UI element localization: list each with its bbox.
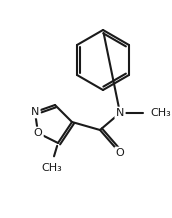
Text: CH₃: CH₃ [150, 108, 171, 118]
Text: CH₃: CH₃ [42, 163, 62, 173]
Text: N: N [31, 107, 39, 117]
Text: N: N [116, 108, 124, 118]
Text: O: O [34, 128, 42, 138]
Text: O: O [116, 148, 124, 158]
